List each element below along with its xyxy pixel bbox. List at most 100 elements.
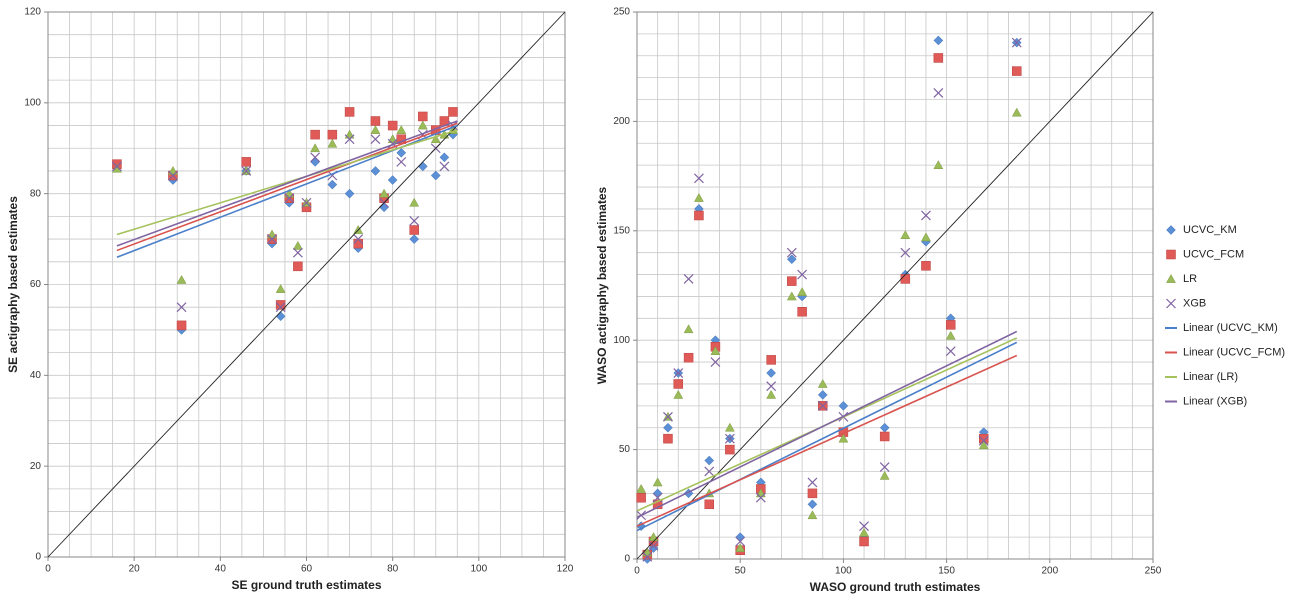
square-marker	[807, 488, 818, 499]
y-tick-label: 100	[24, 97, 41, 108]
y-axis-title: SE actigraphy based estimates	[6, 196, 20, 373]
diamond-marker	[396, 147, 407, 158]
square-marker	[797, 307, 807, 317]
x-stroke	[663, 411, 673, 422]
x-tick-label: 80	[387, 564, 399, 575]
x-tick-label: 200	[1041, 566, 1058, 577]
x-stroke	[353, 234, 364, 245]
x-marker	[735, 536, 746, 547]
square-marker	[310, 129, 320, 140]
x-stroke	[370, 134, 381, 145]
x-stroke	[267, 234, 277, 245]
square-marker	[879, 431, 890, 442]
square-marker	[293, 261, 303, 272]
triangle-marker	[766, 389, 777, 399]
triangle-marker	[310, 143, 321, 153]
x-marker	[724, 433, 735, 444]
triangle-marker	[786, 291, 797, 301]
diamond-marker	[439, 152, 450, 163]
triangle-marker	[683, 324, 694, 334]
x-marker	[879, 462, 890, 473]
x-stroke	[673, 368, 684, 378]
square-marker	[636, 492, 646, 503]
x-stroke	[275, 302, 286, 313]
x-stroke	[704, 466, 715, 477]
x-marker	[786, 247, 797, 258]
triangle-marker	[292, 240, 303, 250]
y-tick-label: 20	[30, 461, 42, 472]
square-marker	[448, 107, 458, 117]
x-stroke	[168, 170, 178, 181]
diamond-marker	[704, 455, 715, 466]
square-marker	[900, 274, 911, 284]
legend-text: UCVC_FCM	[1183, 248, 1244, 260]
square-marker	[370, 116, 381, 126]
square-marker	[921, 261, 931, 271]
x-marker	[755, 492, 766, 503]
triangle-marker	[1166, 273, 1176, 283]
x-tick-label: 40	[215, 564, 227, 575]
x-stroke	[797, 269, 808, 280]
triangle-marker	[176, 274, 187, 284]
x-stroke	[879, 462, 890, 473]
diamond-marker	[430, 170, 441, 181]
x-marker	[396, 156, 407, 167]
triangle-marker	[275, 284, 286, 293]
x-tick-label: 20	[129, 564, 141, 575]
x-marker	[945, 346, 956, 357]
y-axis-title: WASO actigraphy based estimates	[595, 186, 609, 384]
square-marker	[275, 300, 286, 310]
y-tick-label: 100	[613, 335, 630, 346]
x-stroke	[292, 247, 303, 258]
diamond-marker	[409, 234, 420, 244]
triangle-marker	[921, 232, 931, 242]
square-marker	[694, 210, 704, 221]
x-stroke	[112, 161, 122, 172]
square-marker	[704, 499, 714, 510]
x-marker	[766, 381, 777, 392]
triangle-marker	[735, 543, 746, 552]
triangle-marker	[933, 160, 944, 170]
plot-border	[47, 11, 566, 558]
x-stroke	[241, 166, 252, 176]
x-stroke	[652, 492, 663, 503]
square-marker	[766, 355, 776, 365]
x-marker	[112, 161, 122, 172]
x-marker	[978, 435, 989, 446]
x-stroke	[1011, 37, 1022, 48]
diamond-marker	[933, 35, 944, 46]
x-marker	[241, 166, 252, 176]
square-marker	[1012, 66, 1022, 76]
x-marker	[168, 170, 178, 181]
triangle-marker	[838, 433, 849, 443]
x-marker	[817, 400, 828, 411]
x-stroke	[642, 551, 653, 562]
diamond-marker	[370, 166, 381, 176]
reference-line	[47, 11, 566, 558]
x-stroke	[933, 88, 944, 98]
x-marker	[344, 134, 355, 145]
x-marker	[693, 173, 704, 184]
triangle-marker	[879, 470, 890, 480]
triangle-marker	[370, 125, 381, 134]
x-stroke	[978, 435, 989, 446]
x-marker	[439, 161, 450, 172]
x-marker	[859, 521, 869, 532]
diamond-marker	[766, 368, 777, 378]
x-marker	[648, 540, 659, 551]
trend-line	[116, 120, 458, 247]
trend-line	[636, 341, 1018, 532]
x-marker	[275, 302, 286, 313]
triangle-marker	[710, 346, 721, 355]
x-stroke	[1166, 298, 1176, 309]
x-marker	[292, 247, 303, 258]
x-marker	[176, 302, 187, 313]
x-marker	[370, 134, 381, 145]
legend-text: LR	[1183, 273, 1197, 285]
y-tick-label: 80	[30, 188, 42, 199]
legend-text: Linear (UCVC_FCM)	[1183, 346, 1285, 358]
square-marker	[241, 157, 251, 167]
x-marker	[409, 215, 420, 226]
x-marker	[704, 466, 715, 477]
